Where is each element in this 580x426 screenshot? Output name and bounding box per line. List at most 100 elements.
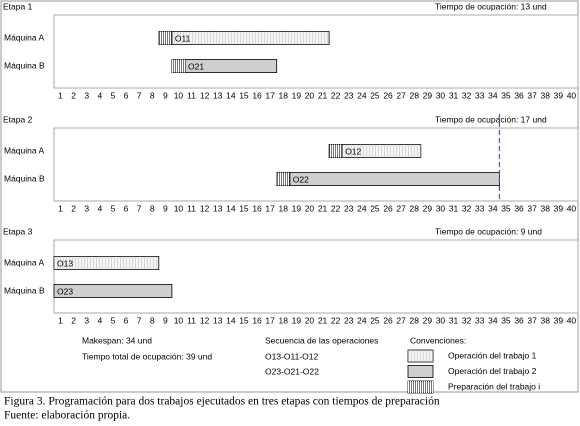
- x-tick-label: 5: [111, 315, 116, 325]
- makespan: Makespan: 34 und: [82, 335, 152, 345]
- x-tick-label: 17: [265, 90, 275, 100]
- x-tick-label: 31: [449, 203, 459, 213]
- x-tick-label: 31: [449, 315, 459, 325]
- x-tick-label: 29: [423, 203, 433, 213]
- x-tick-label: 23: [344, 90, 354, 100]
- x-tick-label: 29: [423, 315, 433, 325]
- x-tick-label: 12: [200, 203, 210, 213]
- x-tick-label: 11: [187, 203, 196, 213]
- x-tick-label: 29: [423, 90, 433, 100]
- x-tick-label: 22: [331, 90, 341, 100]
- x-tick-label: 28: [410, 203, 420, 213]
- caption: Fuente: elaboración propia.: [4, 410, 130, 422]
- sequence: O23-O21-O22: [265, 366, 319, 376]
- x-tick-label: 20: [305, 315, 315, 325]
- x-tick-label: 27: [396, 90, 406, 100]
- x-tick-label: 22: [331, 315, 341, 325]
- x-tick-label: 18: [279, 90, 289, 100]
- x-tick-label: 27: [396, 315, 406, 325]
- x-tick-label: 10: [174, 315, 184, 325]
- row-label: Máquina B: [4, 173, 45, 183]
- x-tick-label: 15: [239, 203, 249, 213]
- x-tick-label: 9: [163, 315, 168, 325]
- x-tick-label: 6: [124, 203, 129, 213]
- x-tick-label: 38: [541, 315, 551, 325]
- x-tick-label: 15: [239, 90, 249, 100]
- x-tick-label: 28: [410, 90, 420, 100]
- x-tick-label: 7: [137, 315, 142, 325]
- x-tick-label: 13: [213, 203, 223, 213]
- figure-frame: [0, 0, 579, 393]
- occupation: Tiempo de ocupación: 9 und: [435, 226, 542, 236]
- x-tick-label: 2: [71, 315, 76, 325]
- setup-hatch: [329, 144, 343, 158]
- x-tick-label: 34: [488, 315, 498, 325]
- panel-title: Etapa 3: [3, 226, 33, 236]
- x-tick-label: 4: [97, 315, 102, 325]
- x-tick-label: 16: [252, 90, 262, 100]
- x-tick-label: 38: [541, 203, 551, 213]
- x-tick-label: 34: [488, 203, 498, 213]
- panel-title: Etapa 2: [3, 114, 33, 124]
- x-tick-label: 21: [318, 315, 328, 325]
- sequence-title: Secuencia de las operaciones: [265, 335, 378, 345]
- x-tick-label: 1: [58, 90, 63, 100]
- task-label: O23: [57, 286, 73, 296]
- x-tick-label: 9: [163, 90, 168, 100]
- x-tick-label: 23: [344, 203, 354, 213]
- x-tick-label: 4: [97, 90, 102, 100]
- row-label: Máquina A: [4, 145, 44, 155]
- x-tick-label: 35: [501, 315, 511, 325]
- x-tick-label: 40: [567, 90, 577, 100]
- x-tick-label: 30: [436, 90, 446, 100]
- x-tick-label: 8: [150, 203, 155, 213]
- x-tick-label: 18: [279, 203, 289, 213]
- x-tick-label: 16: [252, 203, 262, 213]
- legend-swatch: [407, 365, 434, 378]
- occupation: Tiempo de ocupación: 13 und: [435, 1, 547, 11]
- x-tick-label: 14: [226, 315, 236, 325]
- x-tick-label: 12: [200, 90, 210, 100]
- x-tick-label: 18: [279, 315, 289, 325]
- legend-texture: [408, 381, 433, 393]
- x-tick-label: 34: [488, 90, 498, 100]
- x-tick-label: 36: [514, 203, 524, 213]
- x-tick-label: 36: [514, 315, 524, 325]
- x-tick-label: 39: [554, 315, 564, 325]
- row-label: Máquina A: [4, 257, 44, 267]
- x-tick-label: 30: [436, 315, 446, 325]
- x-tick-label: 35: [501, 203, 511, 213]
- x-tick-label: 20: [305, 90, 315, 100]
- x-tick-label: 33: [475, 90, 485, 100]
- x-tick-label: 21: [318, 203, 328, 213]
- panel-title: Etapa 1: [3, 1, 33, 11]
- occupation: Tiempo de ocupación: 17 und: [435, 114, 547, 124]
- x-tick-label: 39: [554, 203, 564, 213]
- x-tick-label: 7: [137, 203, 142, 213]
- row-label: Máquina B: [4, 60, 45, 70]
- x-tick-label: 28: [410, 315, 420, 325]
- x-tick-label: 13: [213, 90, 223, 100]
- x-tick-label: 2: [71, 203, 76, 213]
- legend-label: Operación del trabajo 1: [448, 350, 537, 360]
- x-tick-label: 2: [71, 90, 76, 100]
- x-tick-label: 38: [541, 90, 551, 100]
- x-tick-label: 32: [462, 315, 472, 325]
- x-tick-label: 10: [174, 90, 184, 100]
- x-tick-label: 33: [475, 203, 485, 213]
- x-tick-label: 1: [58, 315, 63, 325]
- x-tick-label: 25: [370, 90, 380, 100]
- panel-frame: [53, 239, 579, 314]
- legend-label: Preparación del trabajo i: [448, 381, 540, 391]
- x-tick-label: 20: [305, 203, 315, 213]
- x-tick-label: 30: [436, 203, 446, 213]
- x-tick-label: 15: [239, 315, 249, 325]
- total-time: Tiempo total de ocupación: 39 und: [82, 351, 212, 361]
- panel-frame: [53, 14, 579, 89]
- x-tick-label: 36: [514, 90, 524, 100]
- legend-texture: [408, 350, 433, 362]
- panel-frame: [53, 127, 579, 202]
- task-label: O22: [293, 174, 309, 184]
- x-tick-label: 14: [226, 90, 236, 100]
- setup-hatch: [171, 59, 185, 73]
